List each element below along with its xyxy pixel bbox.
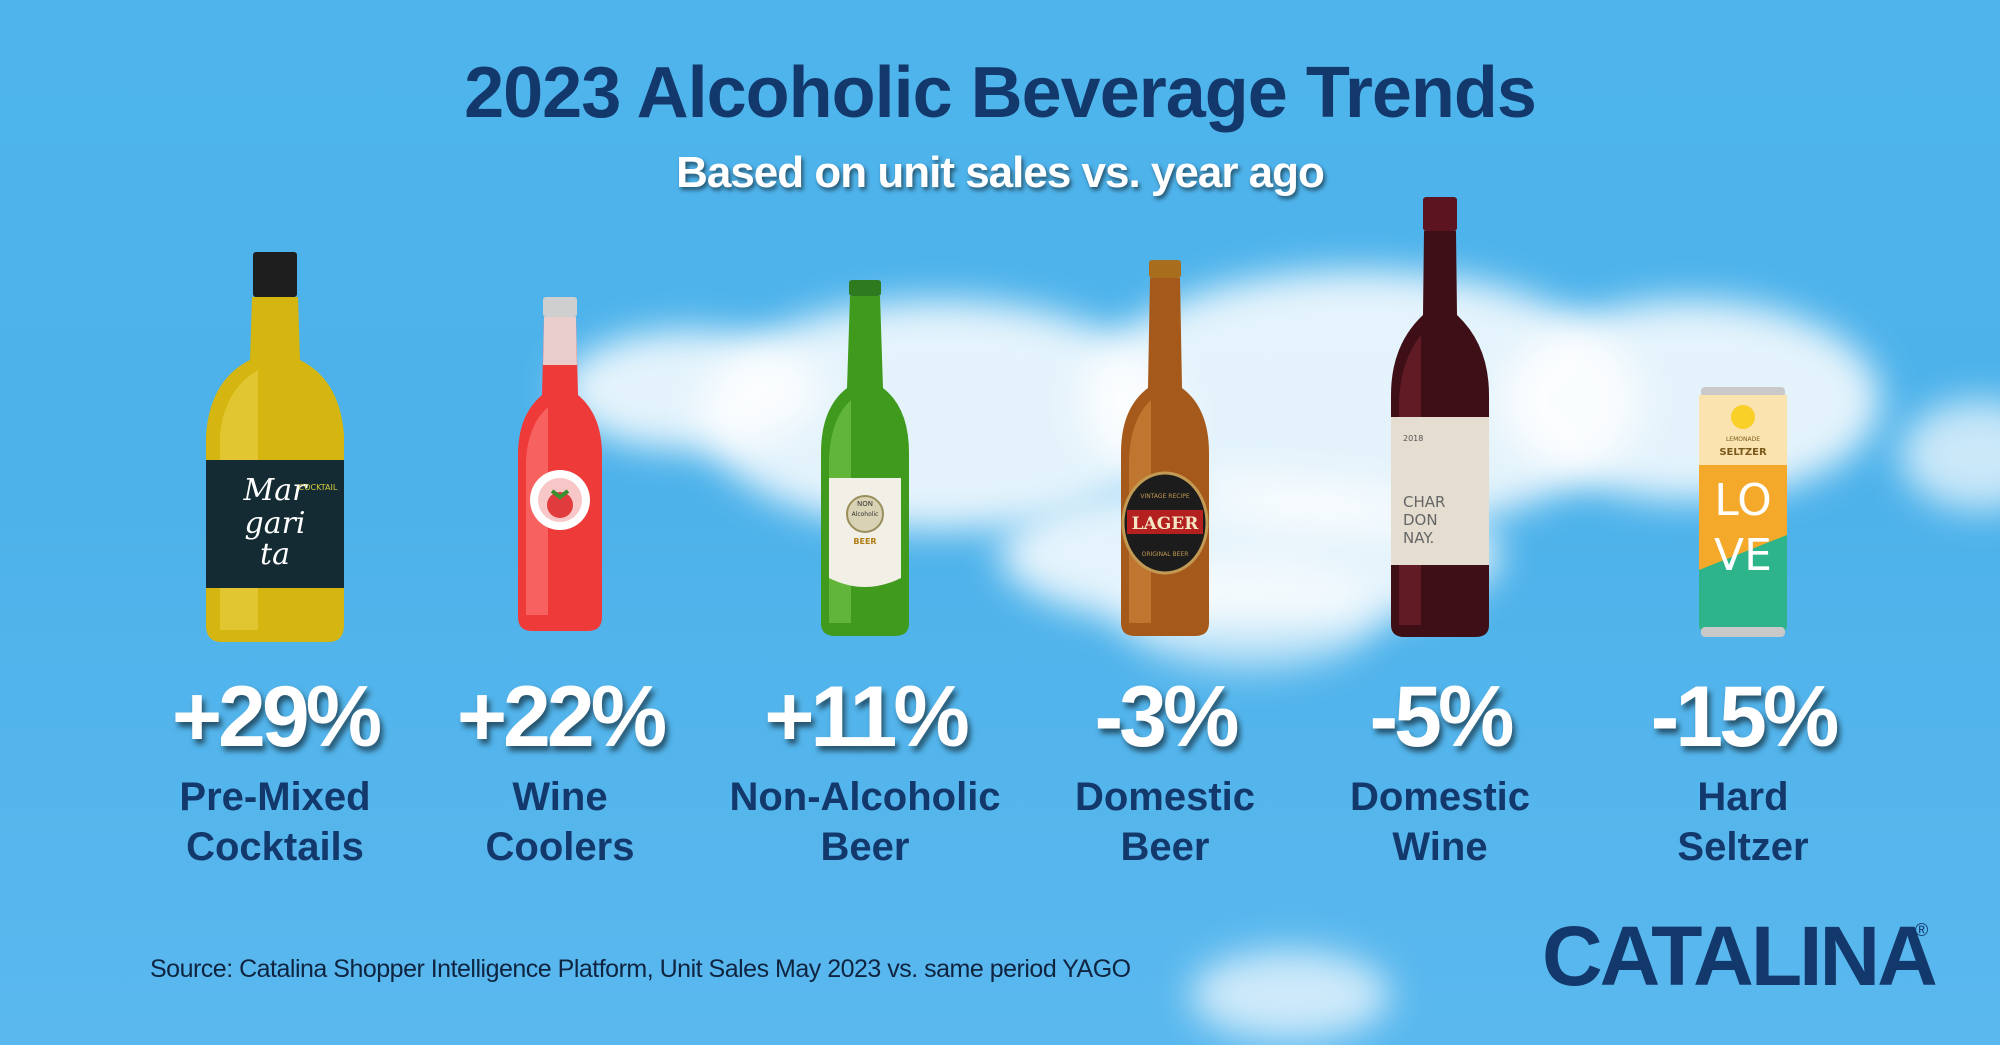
seltzer-can-icon: LEMONADE SELTZER LO VE	[1699, 387, 1787, 637]
non-alcoholic-beer-bottle-icon: NON Alcoholic BEER	[821, 280, 909, 636]
can-label-line3: LO	[1714, 475, 1772, 526]
trend-item-non-alcoholic-beer: NON Alcoholic BEER +11% Non-Alcoholic Be…	[715, 0, 1015, 1045]
category-label-line1: Non-Alcoholic	[729, 775, 1001, 819]
category-label-line1: Hard	[1697, 775, 1789, 819]
page-title: 2023 Alcoholic Beverage Trends	[464, 53, 1537, 133]
bottle-label-line2: gari	[244, 506, 305, 541]
trend-item-pre-mixed-cocktails: Mar gari ta COCKTAIL +29% Pre-Mixed Cock…	[125, 0, 425, 1045]
can-label-line4: VE	[1714, 530, 1772, 581]
lager-bottle-icon: LAGER VINTAGE RECIPE ORIGINAL BEER	[1121, 260, 1209, 636]
bottle-label-line3: ORIGINAL BEER	[1142, 551, 1189, 558]
trend-item-hard-seltzer: LEMONADE SELTZER LO VE -15% Hard Seltzer	[1593, 0, 1893, 1045]
category-label-line1: Wine	[512, 775, 608, 819]
wine-cooler-bottle-icon	[518, 297, 602, 631]
margarita-bottle-icon: Mar gari ta COCKTAIL	[206, 252, 344, 642]
bottle-label-line2: Alcoholic	[852, 511, 879, 518]
category-label: Pre-Mixed Cocktails	[125, 772, 425, 872]
chardonnay-bottle-icon: 2018 CHAR DON NAY.	[1391, 197, 1489, 637]
bottle-label-line1: Mar	[243, 473, 309, 508]
category-label-line2: Cocktails	[186, 825, 364, 869]
bottle-label-line2: VINTAGE RECIPE	[1140, 493, 1189, 500]
percent-change: -5%	[1369, 669, 1515, 765]
trend-item-domestic-wine: 2018 CHAR DON NAY. -5% Domestic Wine	[1290, 0, 1590, 1045]
bottle-label-line3: ta	[260, 537, 290, 572]
category-label-line2: Seltzer	[1677, 825, 1809, 869]
percent-change: +22%	[456, 669, 667, 765]
bottle-label-line1: NON	[857, 500, 873, 508]
source-note: Source: Catalina Shopper Intelligence Pl…	[150, 955, 1131, 983]
category-label: Domestic Beer	[1015, 772, 1315, 872]
trend-item-wine-coolers: +22% Wine Coolers	[410, 0, 710, 1045]
trend-item-domestic-beer: LAGER VINTAGE RECIPE ORIGINAL BEER -3% D…	[1015, 0, 1315, 1045]
bottle-label-line1: LAGER	[1132, 514, 1200, 534]
bottle-label-line3: BEER	[853, 537, 876, 546]
category-label: Wine Coolers	[410, 772, 710, 872]
registered-mark: ®	[1915, 920, 1929, 940]
percent-change: +11%	[764, 669, 970, 765]
category-label-line1: Pre-Mixed	[179, 775, 371, 819]
percent-change: -15%	[1650, 669, 1840, 765]
category-label-line2: Coolers	[485, 825, 635, 869]
percent-change: -3%	[1094, 669, 1240, 765]
page-subtitle: Based on unit sales vs. year ago	[676, 148, 1325, 197]
can-label-line2: SELTZER	[1719, 447, 1767, 458]
bottle-label-line1: CHAR	[1403, 493, 1445, 511]
bottle-label-line3: NAY.	[1403, 529, 1434, 547]
category-label: Hard Seltzer	[1593, 772, 1893, 872]
bottle-label-line2: DON	[1403, 511, 1438, 529]
percent-change: +29%	[171, 669, 382, 765]
category-label: Domestic Wine	[1290, 772, 1590, 872]
can-label-line1: LEMONADE	[1726, 436, 1760, 443]
category-label-line2: Beer	[820, 825, 910, 869]
catalina-logo: CATALINA	[1542, 909, 1938, 1003]
bottle-label-tag: COCKTAIL	[299, 483, 338, 492]
category-label-line1: Domestic	[1349, 775, 1531, 819]
category-label-line2: Wine	[1392, 825, 1488, 869]
category-label-line1: Domestic	[1074, 775, 1256, 819]
category-label: Non-Alcoholic Beer	[715, 772, 1015, 872]
bottle-label-year: 2018	[1403, 434, 1423, 443]
category-label-line2: Beer	[1120, 825, 1210, 869]
